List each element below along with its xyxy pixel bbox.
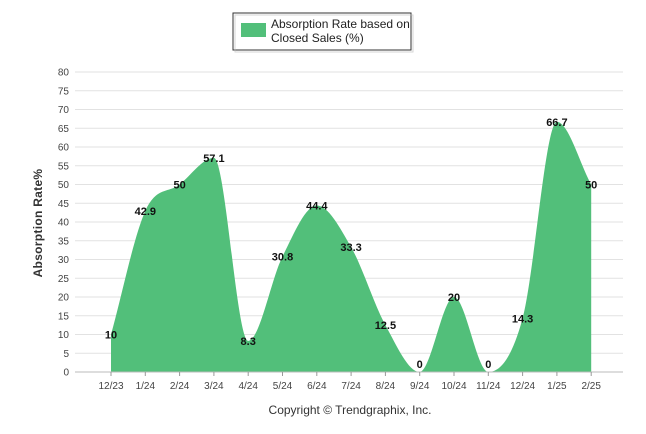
x-tick-label: 3/24 <box>204 381 224 392</box>
data-label: 0 <box>485 359 491 371</box>
data-label: 14.3 <box>512 313 533 325</box>
x-tick-label: 6/24 <box>307 381 327 392</box>
y-tick-label: 50 <box>58 180 70 191</box>
data-label: 33.3 <box>340 242 361 254</box>
x-tick-label: 4/24 <box>238 381 258 392</box>
x-tick-label: 10/24 <box>441 381 466 392</box>
legend-swatch <box>241 23 266 37</box>
legend-line-2: Closed Sales (%) <box>271 31 364 45</box>
plot-area <box>111 121 592 372</box>
y-tick-label: 20 <box>58 293 70 304</box>
y-tick-label: 80 <box>58 68 70 79</box>
x-tick-label: 12/24 <box>510 381 535 392</box>
y-tick-label: 5 <box>63 349 69 360</box>
data-label: 50 <box>173 180 185 192</box>
data-labels: 10 42.9 50 57.1 8.3 30.8 44.4 33.3 12.5 0 20 0 14.3 6… <box>105 117 597 371</box>
y-tick-label: 45 <box>58 199 70 210</box>
data-label: 66.7 <box>546 117 567 129</box>
data-label: 42.9 <box>135 206 156 218</box>
data-label: 0 <box>417 359 423 371</box>
y-tick-label: 40 <box>58 218 70 229</box>
y-tick-label: 35 <box>58 236 70 247</box>
y-tick-label: 70 <box>58 105 70 116</box>
y-axis-label: Absorption Rate% <box>31 169 45 278</box>
x-axis-ticks: 12/23 1/24 2/24 3/24 4/24 5/24 6/24 7/24 8/24 9/2… <box>98 372 601 392</box>
x-tick-label: 1/24 <box>136 381 156 392</box>
y-tick-label: 10 <box>58 330 70 341</box>
data-label: 50 <box>585 180 597 192</box>
data-label: 20 <box>448 292 460 304</box>
x-tick-label: 5/24 <box>273 381 293 392</box>
x-tick-label: 9/24 <box>410 381 430 392</box>
x-tick-label: 2/24 <box>170 381 190 392</box>
y-tick-label: 25 <box>58 274 70 285</box>
x-tick-label: 1/25 <box>547 381 567 392</box>
y-tick-label: 0 <box>63 368 69 379</box>
y-tick-label: 60 <box>58 143 70 154</box>
data-label: 57.1 <box>203 153 224 165</box>
legend-shadow <box>234 14 414 53</box>
data-label: 12.5 <box>375 320 396 332</box>
x-tick-label: 2/25 <box>581 381 601 392</box>
x-tick-label: 8/24 <box>376 381 396 392</box>
x-tick-label: 7/24 <box>341 381 361 392</box>
x-tick-label: 11/24 <box>476 381 501 392</box>
data-label: 8.3 <box>241 336 256 348</box>
data-label: 44.4 <box>306 201 328 213</box>
y-tick-label: 15 <box>58 311 70 322</box>
x-tick-label: 12/23 <box>98 381 123 392</box>
y-tick-label: 55 <box>58 161 70 172</box>
copyright-credit: Copyright © Trendgraphix, Inc. <box>269 403 432 417</box>
legend: Absorption Rate based on Closed Sales (%… <box>232 12 414 53</box>
series-area <box>111 121 592 372</box>
legend-line-1: Absorption Rate based on <box>271 17 410 31</box>
y-tick-label: 75 <box>58 86 70 97</box>
y-tick-label: 30 <box>58 255 70 266</box>
y-tick-label: 65 <box>58 124 70 135</box>
data-label: 10 <box>105 330 117 342</box>
data-label: 30.8 <box>272 252 293 264</box>
y-axis-ticks: 0 5 10 15 20 25 30 35 40 45 50 55 60 65 70 75 80 <box>58 68 70 379</box>
